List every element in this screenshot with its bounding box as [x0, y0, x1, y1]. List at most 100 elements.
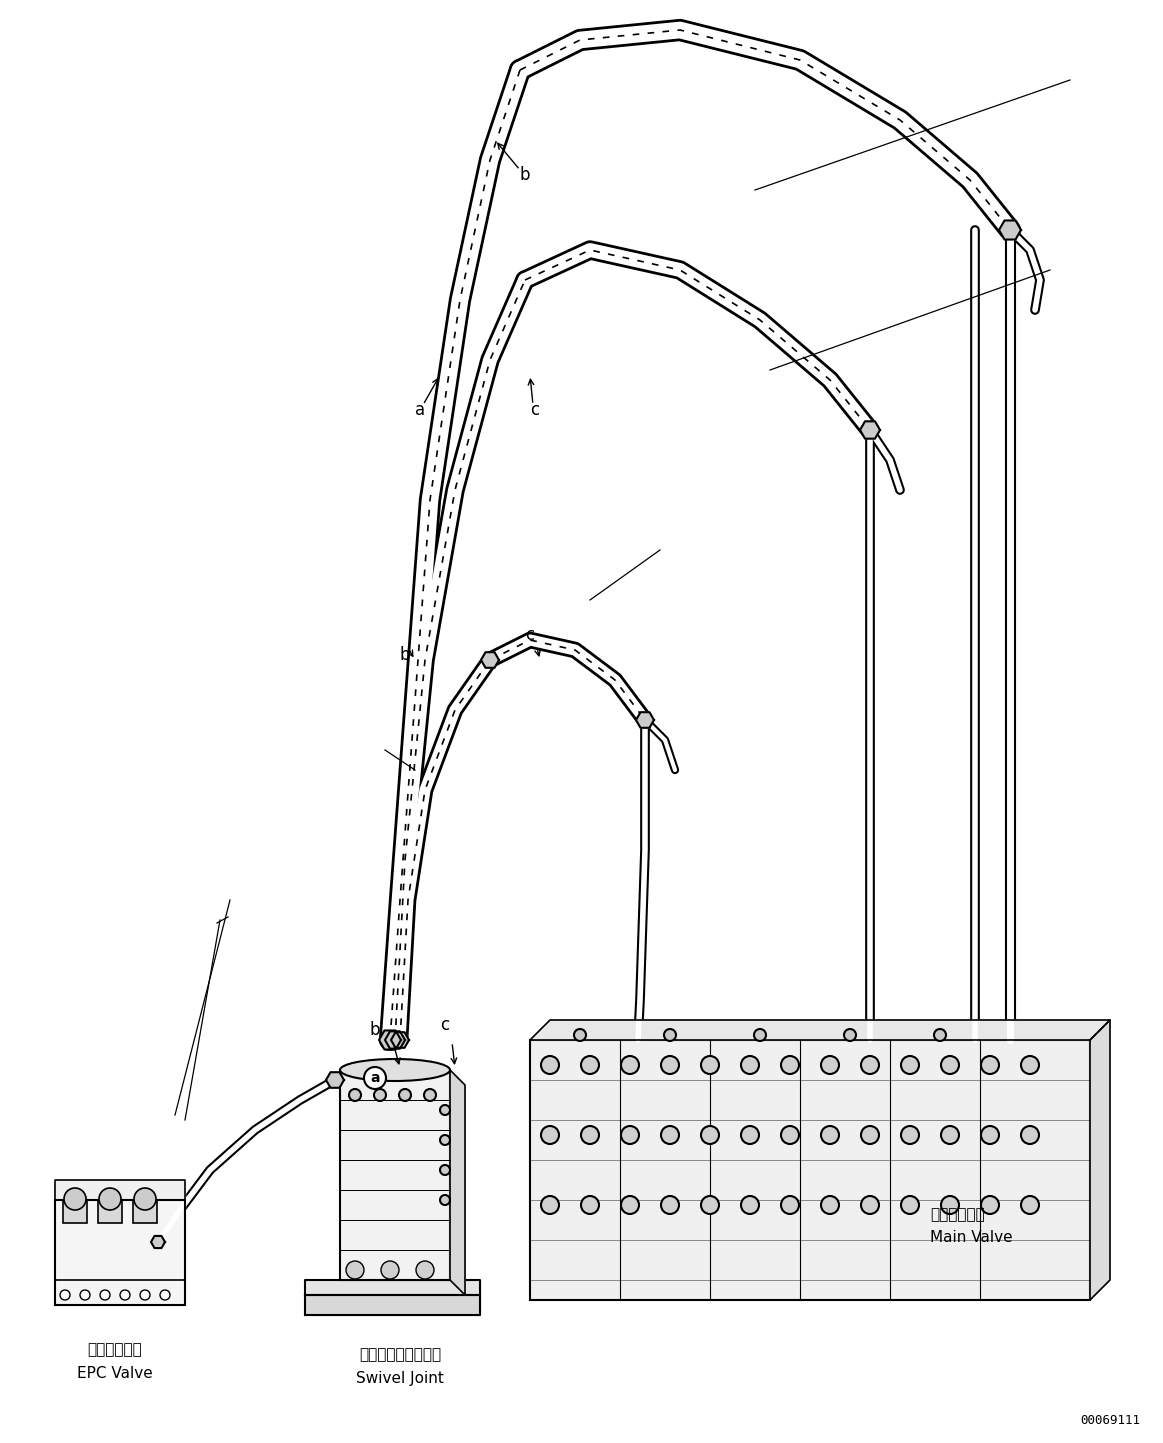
Circle shape [782, 1196, 799, 1214]
Bar [133, 1201, 157, 1224]
Polygon shape [385, 1032, 405, 1049]
Circle shape [941, 1056, 959, 1074]
Polygon shape [55, 1201, 185, 1304]
Circle shape [541, 1196, 559, 1214]
Circle shape [901, 1126, 919, 1144]
Circle shape [701, 1056, 719, 1074]
Text: メインバルブ: メインバルブ [930, 1208, 985, 1222]
Circle shape [621, 1196, 638, 1214]
Circle shape [741, 1126, 759, 1144]
Circle shape [347, 1261, 364, 1278]
Text: a: a [415, 401, 424, 418]
Circle shape [80, 1290, 90, 1300]
Circle shape [582, 1056, 599, 1074]
Circle shape [844, 1029, 856, 1040]
Circle shape [941, 1126, 959, 1144]
Text: c: c [530, 401, 540, 418]
Circle shape [701, 1126, 719, 1144]
Polygon shape [55, 1180, 185, 1201]
Text: Swivel Joint: Swivel Joint [356, 1371, 444, 1385]
Circle shape [661, 1126, 679, 1144]
Circle shape [440, 1195, 450, 1205]
Circle shape [821, 1196, 839, 1214]
Text: 00069111: 00069111 [1080, 1414, 1140, 1427]
Circle shape [541, 1056, 559, 1074]
Text: Main Valve: Main Valve [930, 1231, 1013, 1245]
Circle shape [349, 1089, 361, 1101]
Bar [63, 1201, 87, 1224]
Circle shape [901, 1196, 919, 1214]
Circle shape [575, 1029, 586, 1040]
Text: c: c [441, 1016, 450, 1035]
Polygon shape [55, 1280, 185, 1304]
Polygon shape [481, 652, 499, 668]
Circle shape [621, 1056, 638, 1074]
Circle shape [1021, 1196, 1039, 1214]
Text: c: c [526, 626, 535, 644]
Circle shape [661, 1056, 679, 1074]
Circle shape [440, 1136, 450, 1144]
Circle shape [821, 1056, 839, 1074]
Text: b: b [370, 1022, 380, 1039]
Circle shape [982, 1056, 999, 1074]
Circle shape [782, 1126, 799, 1144]
Circle shape [582, 1126, 599, 1144]
Circle shape [541, 1126, 559, 1144]
Circle shape [160, 1290, 170, 1300]
Circle shape [861, 1196, 879, 1214]
Circle shape [982, 1196, 999, 1214]
Polygon shape [379, 1030, 401, 1049]
Circle shape [754, 1029, 766, 1040]
Polygon shape [1090, 1020, 1110, 1300]
Circle shape [901, 1056, 919, 1074]
Circle shape [934, 1029, 946, 1040]
Text: EPC Valve: EPC Valve [77, 1365, 152, 1381]
Circle shape [941, 1196, 959, 1214]
Polygon shape [391, 1032, 409, 1048]
Ellipse shape [340, 1059, 450, 1081]
Text: ＥＰＣバルブ: ＥＰＣバルブ [87, 1342, 142, 1358]
Text: b: b [520, 166, 530, 185]
Circle shape [399, 1089, 411, 1101]
Circle shape [741, 1056, 759, 1074]
Circle shape [782, 1056, 799, 1074]
Circle shape [440, 1165, 450, 1175]
Text: a: a [370, 1071, 380, 1085]
Polygon shape [859, 421, 880, 439]
Circle shape [424, 1089, 436, 1101]
Circle shape [861, 1056, 879, 1074]
Polygon shape [151, 1237, 165, 1248]
Circle shape [440, 1105, 450, 1115]
Circle shape [821, 1126, 839, 1144]
Polygon shape [636, 713, 654, 727]
Circle shape [364, 1066, 386, 1089]
Bar [340, 1071, 450, 1280]
Circle shape [100, 1290, 110, 1300]
Circle shape [64, 1188, 86, 1211]
Bar [530, 1040, 1090, 1300]
Circle shape [120, 1290, 130, 1300]
Circle shape [374, 1089, 386, 1101]
Circle shape [140, 1290, 150, 1300]
Polygon shape [326, 1072, 344, 1088]
Text: スイベルジョイント: スイベルジョイント [359, 1348, 441, 1362]
Polygon shape [305, 1280, 480, 1294]
Circle shape [381, 1261, 399, 1278]
Circle shape [1021, 1056, 1039, 1074]
Circle shape [582, 1196, 599, 1214]
Circle shape [741, 1196, 759, 1214]
Circle shape [134, 1188, 156, 1211]
Polygon shape [305, 1294, 480, 1315]
Text: b: b [400, 646, 411, 664]
Circle shape [661, 1196, 679, 1214]
Bar [98, 1201, 122, 1224]
Circle shape [701, 1196, 719, 1214]
Circle shape [982, 1126, 999, 1144]
Circle shape [1021, 1126, 1039, 1144]
Circle shape [664, 1029, 676, 1040]
Polygon shape [530, 1020, 1110, 1040]
Circle shape [416, 1261, 434, 1278]
Circle shape [60, 1290, 70, 1300]
Polygon shape [450, 1071, 465, 1294]
Polygon shape [999, 221, 1021, 240]
